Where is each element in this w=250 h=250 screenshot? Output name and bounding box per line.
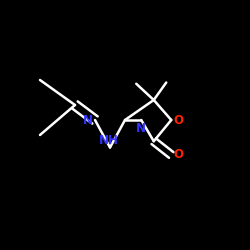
Text: N: N — [82, 114, 92, 126]
Text: O: O — [173, 148, 183, 161]
Text: N: N — [136, 122, 146, 135]
Text: NH: NH — [99, 134, 119, 146]
Text: O: O — [174, 114, 184, 126]
